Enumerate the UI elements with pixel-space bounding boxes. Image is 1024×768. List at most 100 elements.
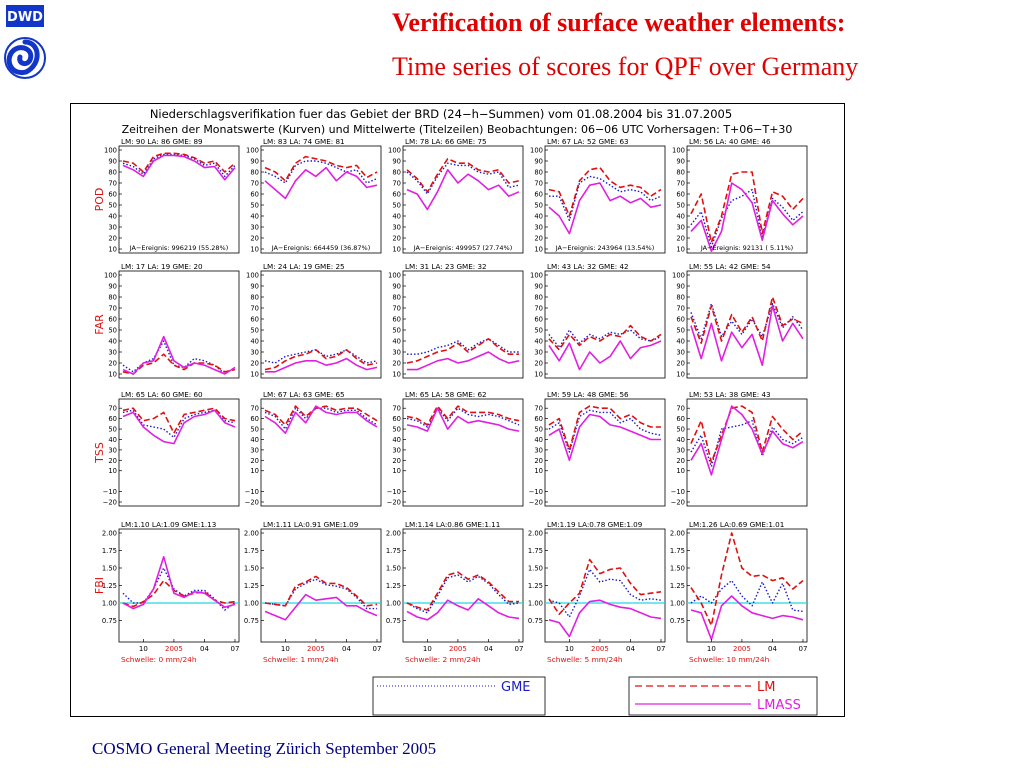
y-tick-label: 10 [108, 467, 117, 475]
y-tick-label: 20 [108, 360, 117, 368]
y-tick-label: 30 [108, 224, 117, 232]
y-tick-label: 10 [392, 467, 401, 475]
y-tick-label: −10 [245, 488, 259, 496]
y-tick-label: 50 [392, 327, 401, 335]
y-tick-label: 1.50 [528, 565, 543, 573]
panel-frame [118, 528, 240, 643]
y-tick-label: 90 [108, 283, 117, 291]
y-tick-label: 30 [392, 446, 401, 454]
y-tick-label: 1.25 [244, 582, 259, 590]
y-tick-label: 10 [392, 246, 401, 254]
y-tick-label: 80 [250, 169, 259, 177]
y-tick-label: 60 [108, 316, 117, 324]
panel-frame [260, 270, 382, 379]
panel-tss-5: LM: 53 LA: 38 GME: 43 70 60 50 40 30 20 10 −10 −2… [671, 390, 808, 507]
panel-footer: JA−Ereignis: 996219 (55.28%) [129, 244, 229, 252]
y-tick-label: 20 [534, 360, 543, 368]
y-tick-label: 40 [392, 213, 401, 221]
y-tick-label: 20 [108, 235, 117, 243]
panel-frame [118, 145, 240, 254]
x-tick-label: 07 [515, 645, 524, 653]
y-tick-label: 70 [676, 180, 685, 188]
panel-header: LM: 67 LA: 52 GME: 63 [547, 137, 629, 146]
series-gme [690, 579, 804, 613]
series-gme [548, 329, 662, 349]
y-tick-label: 50 [392, 202, 401, 210]
y-tick-label: 30 [392, 224, 401, 232]
threshold-label: Schwelle: 1 mm/24h [263, 655, 339, 664]
y-tick-label: 1.00 [386, 600, 401, 608]
y-tick-label: 30 [534, 349, 543, 357]
series-lmass [122, 409, 236, 445]
series-lmass [264, 405, 378, 435]
y-tick-label: 2.00 [670, 530, 685, 538]
logo-text: DWD [7, 10, 43, 25]
y-tick-label: 20 [250, 360, 259, 368]
y-tick-label: 20 [676, 457, 685, 465]
series-lm [122, 353, 236, 375]
y-tick-label: 70 [534, 180, 543, 188]
panel-header: LM:1.14 LA:0.86 GME:1.11 [405, 520, 500, 529]
score-label-pod: POD [93, 188, 106, 212]
y-tick-label: 100 [246, 147, 259, 155]
x-tick-label: 2005 [733, 645, 751, 653]
y-tick-label: 30 [250, 224, 259, 232]
y-tick-label: 70 [108, 305, 117, 313]
series-lm [406, 157, 520, 193]
y-tick-label: 30 [108, 446, 117, 454]
y-tick-label: 30 [250, 446, 259, 454]
x-tick-label: 2005 [165, 645, 183, 653]
panel-frame [686, 145, 808, 254]
series-lm [264, 155, 378, 182]
panel-frame [402, 398, 524, 507]
panel-frame [402, 528, 524, 643]
y-tick-label: 80 [250, 294, 259, 302]
y-tick-label: 40 [392, 436, 401, 444]
series-lmass [122, 555, 236, 610]
y-tick-label: 1.00 [244, 600, 259, 608]
y-tick-label: 50 [392, 426, 401, 434]
y-tick-label: 40 [676, 338, 685, 346]
x-tick-label: 04 [200, 645, 209, 653]
panel-far-5: LM: 55 LA: 42 GME: 54 100 90 80 70 60 50 40 30 20… [672, 262, 808, 379]
panel-fbi-1: LM:1.10 LA:1.09 GME:1.13 2.00 1.75 1.50 1.25… [102, 520, 240, 664]
panel-far-2: LM: 24 LA: 19 GME: 25 100 90 80 70 60 50 40 30 20… [246, 262, 382, 379]
panel-frame [686, 528, 808, 643]
y-tick-label: 0.75 [528, 617, 543, 625]
y-tick-label: 80 [676, 169, 685, 177]
y-tick-label: 90 [108, 158, 117, 166]
panel-header: LM: 55 LA: 42 GME: 54 [689, 262, 771, 271]
series-gme [549, 175, 662, 222]
series-lmass [407, 351, 520, 371]
x-tick-label: 07 [657, 645, 666, 653]
y-tick-label: 90 [392, 283, 401, 291]
y-tick-label: 90 [250, 283, 259, 291]
series-gme [122, 153, 236, 178]
y-tick-label: 50 [250, 327, 259, 335]
panel-pod-3: LM: 78 LA: 66 GME: 75 100 90 80 70 60 50 40 30 20… [388, 137, 524, 254]
y-tick-label: 60 [250, 191, 259, 199]
y-tick-label: 30 [108, 349, 117, 357]
y-tick-label: 1.25 [670, 582, 685, 590]
slide-title: Verification of surface weather elements… [392, 8, 846, 37]
y-tick-label: 40 [534, 338, 543, 346]
panel-pod-1: LM: 90 LA: 86 GME: 89 100 90 80 70 60 50 40 30 20… [104, 137, 240, 254]
x-tick-label: 10 [423, 645, 432, 653]
series-lm [264, 575, 378, 607]
y-tick-label: 2.00 [528, 530, 543, 538]
panel-header: LM: 53 LA: 38 GME: 43 [689, 390, 771, 399]
y-tick-label: 40 [534, 436, 543, 444]
y-tick-label: 30 [534, 446, 543, 454]
series-lm [264, 349, 378, 371]
y-tick-label: 70 [392, 405, 401, 413]
y-tick-label: 50 [676, 426, 685, 434]
series-gme [264, 349, 378, 364]
y-tick-label: 10 [392, 371, 401, 379]
panel-frame [260, 528, 382, 643]
series-lm [548, 558, 662, 616]
series-gme [122, 409, 236, 439]
y-tick-label: 60 [108, 415, 117, 423]
x-tick-label: 07 [799, 645, 808, 653]
y-tick-label: −10 [387, 488, 401, 496]
y-tick-label: 40 [676, 213, 685, 221]
